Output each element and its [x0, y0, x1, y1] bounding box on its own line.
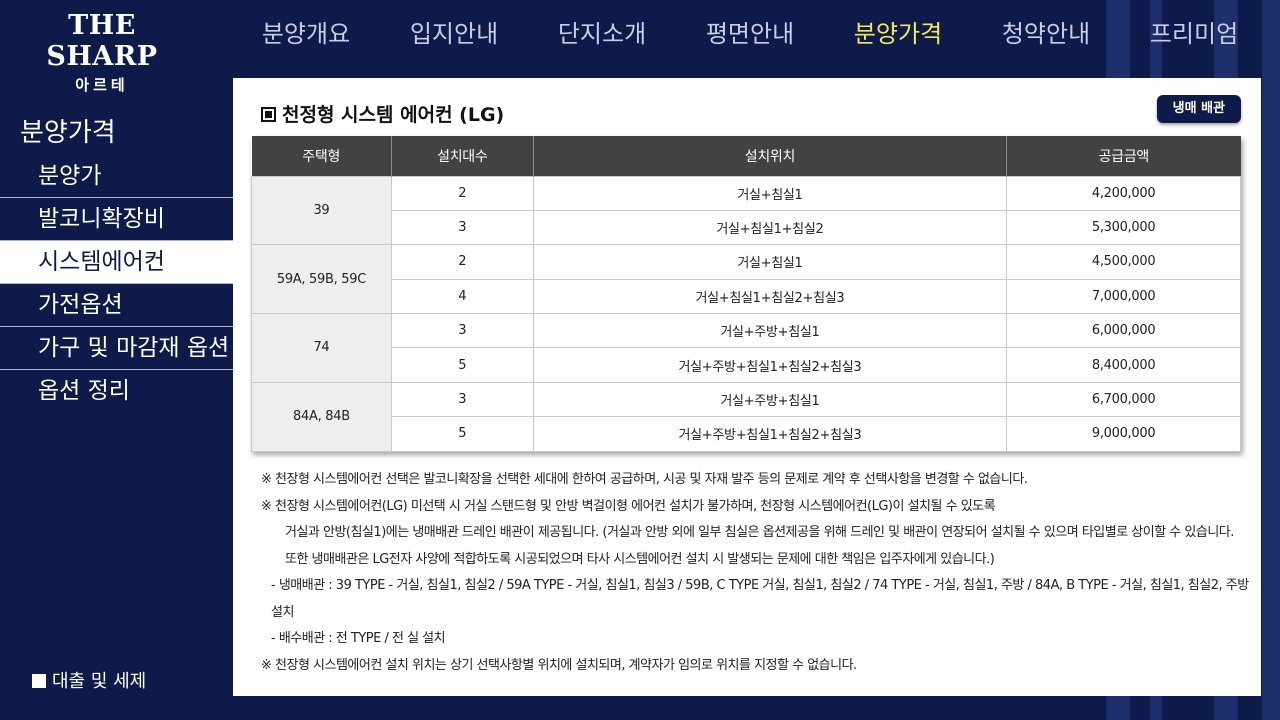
cell-count: 2 [390, 175, 534, 211]
sidebar-menu: 분양가 발코니확장비 시스템에어컨 가전옵션 가구 및 마감재 옵션 옵션 정리 [0, 155, 233, 413]
top-nav: 분양개요 입지안내 단지소개 평면안내 분양가격 청약안내 프리미엄 [232, 14, 1268, 49]
square-bullet-icon [32, 674, 46, 688]
cell-location: 거실+주방+침실1 [532, 313, 1008, 349]
cell-count: 2 [390, 244, 534, 280]
notes-section: ※ 천장형 시스템에어컨 선택은 발코니확장을 선택한 세대에 한하여 공급하며… [261, 467, 1251, 679]
brand-logo[interactable]: THE SHARP 아르테 [22, 10, 182, 95]
square-box-icon [261, 107, 276, 122]
cell-type: 74 [251, 313, 392, 383]
cell-price: 6,700,000 [1006, 381, 1241, 418]
table-row: 74 3 거실+주방+침실1 6,000,000 [251, 313, 1241, 383]
section-title: 천정형 시스템 에어컨 (LG) [261, 100, 504, 127]
note-line: ※ 천장형 시스템에어컨(LG) 미선택 시 거실 스탠드형 및 안방 벽걸이형… [261, 498, 996, 514]
nav-item-floorplan[interactable]: 평면안내 [705, 20, 795, 48]
header-location: 설치위치 [533, 136, 1008, 176]
table-row: 5 거실+주방+침실1+침실2+침실3 9,000,000 [252, 416, 1241, 452]
refrigerant-pipe-button[interactable]: 냉매 배관 [1156, 95, 1241, 123]
cell-location: 거실+침실1+침실2 [532, 209, 1008, 246]
sidebar-item-option-summary[interactable]: 옵션 정리 [38, 378, 130, 404]
cell-count: 4 [390, 278, 534, 315]
content-panel: 천정형 시스템 에어컨 (LG) 냉매 배관 주택형 설치대수 설치위치 공급금… [233, 78, 1261, 696]
cell-price: 6,000,000 [1006, 313, 1241, 349]
table-row: 3 거실+침실1+침실2 5,300,000 [252, 209, 1241, 246]
header-price: 공급금액 [1006, 136, 1241, 176]
cell-count: 3 [390, 209, 534, 246]
table-row: 39 2 거실+침실1 4,200,000 [251, 175, 1241, 246]
cell-price: 4,200,000 [1006, 175, 1241, 211]
cell-price: 8,400,000 [1006, 347, 1241, 383]
cell-type: 84A, 84B [251, 381, 392, 452]
sidebar-item-balcony[interactable]: 발코니확장비 [0, 198, 233, 241]
cell-price: 7,000,000 [1006, 278, 1241, 315]
table-row: 4 거실+침실1+침실2+침실3 7,000,000 [252, 278, 1241, 315]
note-line: - 냉매배관 : 39 TYPE - 거실, 침실1, 침실2 / 59A TY… [271, 578, 1249, 620]
price-table-wrapper: 주택형 설치대수 설치위치 공급금액 39 2 거실+침실1 4,200,000… [251, 136, 1241, 452]
logo-sub-text: 아르테 [75, 76, 129, 94]
cell-price: 9,000,000 [1006, 416, 1241, 452]
note-line: ※ 천장형 시스템에어컨 설치 위치는 상기 선택사항별 위치에 설치되며, 계… [261, 657, 857, 673]
note-line: ※ 천장형 시스템에어컨 선택은 발코니확장을 선택한 세대에 한하여 공급하며… [261, 472, 1028, 487]
sidebar-item-system-aircon[interactable]: 시스템에어컨 [0, 241, 233, 284]
note-line: 거실과 안방(침실1)에는 냉매배관 드레인 배관이 제공됩니다. (거실과 안… [285, 525, 1234, 540]
header-count: 설치대수 [391, 136, 534, 176]
cell-location: 거실+주방+침실1+침실2+침실3 [532, 416, 1008, 452]
sidebar-title: 분양가격 [20, 118, 116, 148]
table-header-row: 주택형 설치대수 설치위치 공급금액 [251, 136, 1241, 176]
cell-count: 3 [390, 381, 534, 418]
cell-location: 거실+침실1+침실2+침실3 [532, 278, 1008, 315]
logo-main-text: THE SHARP [46, 10, 158, 72]
nav-item-premium[interactable]: 프리미엄 [1149, 20, 1239, 48]
cell-type: 39 [251, 175, 392, 246]
header-type: 주택형 [251, 136, 392, 176]
nav-item-subscription[interactable]: 청약안내 [1001, 20, 1091, 48]
cell-price: 4,500,000 [1006, 244, 1241, 280]
nav-item-complex[interactable]: 단지소개 [557, 20, 647, 48]
stripe [1262, 0, 1280, 720]
sidebar-item-sale-price[interactable]: 분양가 [0, 155, 233, 198]
cell-location: 거실+침실1 [532, 175, 1008, 211]
cell-type: 59A, 59B, 59C [251, 244, 392, 315]
note-line: 또한 냉매배관은 LG전자 사양에 적합하도록 시공되었으며 타사 시스템에어컨… [285, 551, 995, 567]
note-line: - 배수배관 : 전 TYPE / 전 실 설치 [271, 631, 446, 646]
cell-count: 3 [390, 313, 534, 349]
cell-location: 거실+주방+침실1+침실2+침실3 [532, 347, 1008, 383]
cell-location: 거실+침실1 [532, 244, 1008, 280]
sidebar-item-furniture[interactable]: 가구 및 마감재 옵션 [0, 327, 233, 370]
cell-count: 5 [390, 416, 534, 452]
nav-item-location[interactable]: 입지안내 [409, 20, 499, 48]
sidebar-item-appliance[interactable]: 가전옵션 [0, 284, 233, 327]
aircon-price-table: 주택형 설치대수 설치위치 공급금액 39 2 거실+침실1 4,200,000… [251, 136, 1241, 452]
nav-item-overview[interactable]: 분양개요 [261, 20, 351, 48]
table-row: 5 거실+주방+침실1+침실2+침실3 8,400,000 [252, 347, 1241, 383]
cell-count: 5 [390, 347, 534, 383]
section-title-text: 천정형 시스템 에어컨 (LG) [282, 104, 505, 126]
loan-tax-label: 대출 및 세제 [52, 671, 147, 692]
table-row: 84A, 84B 3 거실+주방+침실1 6,700,000 [251, 381, 1241, 452]
cell-location: 거실+주방+침실1 [532, 381, 1008, 418]
loan-tax-link[interactable]: 대출 및 세제 [32, 667, 146, 693]
table-row: 59A, 59B, 59C 2 거실+침실1 4,500,000 [251, 244, 1241, 315]
nav-item-price[interactable]: 분양가격 [853, 20, 943, 48]
cell-price: 5,300,000 [1006, 209, 1241, 246]
